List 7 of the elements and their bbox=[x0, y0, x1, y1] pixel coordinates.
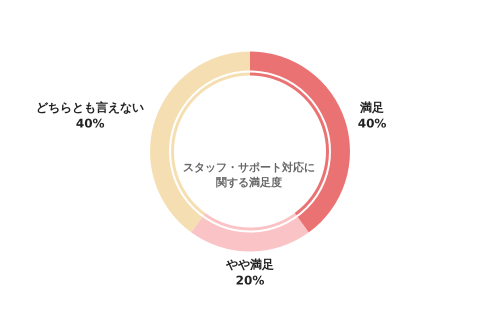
text: スタッフ・サポート対応に関する満足度 bbox=[183, 160, 315, 190]
slice-label: やや満足 bbox=[225, 258, 274, 272]
slice-label: どちらとも言えない bbox=[36, 100, 144, 114]
slice-label: 満足 bbox=[359, 100, 384, 114]
data-label: 40% bbox=[76, 116, 105, 130]
data-label: 20% bbox=[236, 274, 264, 288]
data-label: 40% bbox=[358, 116, 386, 130]
